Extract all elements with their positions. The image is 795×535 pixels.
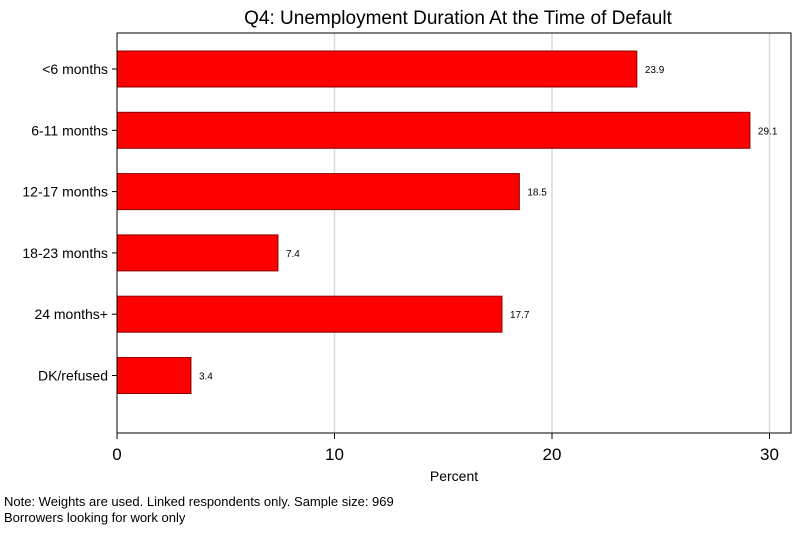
- note-line: Note: Weights are used. Linked responden…: [4, 494, 394, 509]
- chart: Q4: Unemployment Duration At the Time of…: [22, 8, 792, 484]
- data-label: 29.1: [758, 126, 778, 137]
- x-tick-label: 20: [543, 445, 562, 464]
- data-label: 17.7: [510, 310, 530, 321]
- bar: [116, 234, 279, 272]
- bar: [116, 50, 638, 88]
- category-label: DK/refused: [38, 368, 108, 384]
- plot-frame: [116, 32, 792, 434]
- data-label: 18.5: [527, 188, 547, 199]
- x-tick-label: 10: [325, 445, 344, 464]
- data-label: 23.9: [645, 65, 665, 76]
- category-label: 24 months+: [34, 306, 108, 322]
- note-line: Borrowers looking for work only: [4, 510, 186, 525]
- category-label: 6-11 months: [31, 122, 108, 138]
- bar: [116, 173, 520, 211]
- bar: [116, 357, 192, 394]
- data-label: 3.4: [199, 372, 213, 383]
- bar: [116, 295, 503, 333]
- x-axis-ticks: 0 10 20 30: [112, 433, 779, 464]
- x-tick-label: 30: [760, 445, 779, 464]
- category-labels: <6 months 6-11 months 12-17 months 18-23 mo…: [22, 61, 117, 384]
- x-axis-label: Percent: [430, 468, 478, 484]
- bar: [116, 111, 751, 149]
- category-label: <6 months: [42, 61, 108, 77]
- bars: 23.9 29.1 18.5 7.4 17.7 3.4: [116, 50, 778, 394]
- category-label: 18-23 months: [22, 245, 108, 261]
- chart-note: Note: Weights are used. Linked responden…: [4, 494, 394, 526]
- data-label: 7.4: [286, 249, 300, 260]
- category-label: 12-17 months: [22, 184, 108, 200]
- gridlines: [333, 33, 771, 433]
- x-tick-label: 0: [112, 445, 121, 464]
- chart-title: Q4: Unemployment Duration At the Time of…: [244, 8, 672, 29]
